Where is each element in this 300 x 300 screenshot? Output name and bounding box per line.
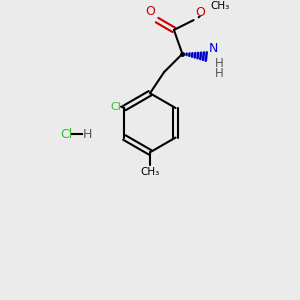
Text: H: H (215, 67, 224, 80)
Text: Cl: Cl (60, 128, 72, 140)
Text: O: O (195, 6, 205, 19)
Text: H: H (215, 57, 224, 70)
Text: H: H (83, 128, 92, 140)
Text: O: O (145, 5, 155, 18)
Text: N: N (209, 42, 218, 55)
Text: Cl: Cl (110, 102, 121, 112)
Text: CH₃: CH₃ (140, 167, 160, 177)
Text: CH₃: CH₃ (211, 1, 230, 11)
